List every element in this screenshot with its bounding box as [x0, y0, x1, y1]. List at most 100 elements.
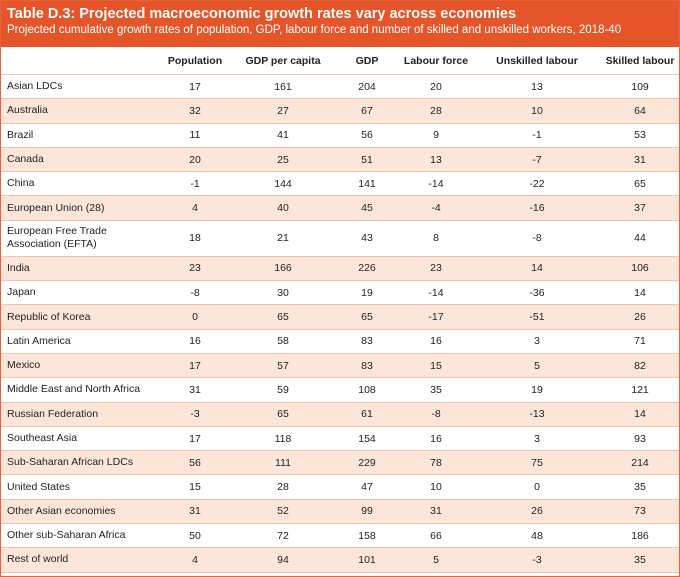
cell: 35 — [601, 547, 679, 573]
cell: -14 — [399, 171, 473, 196]
cell: -22 — [473, 171, 601, 196]
row: Australia 32 27 67 28 10 64 — [1, 98, 679, 124]
cell: 61 — [335, 401, 399, 427]
cell: 35 — [399, 377, 473, 403]
row-label: European Union (28) — [1, 195, 159, 221]
column-header: Skilled labour — [605, 54, 675, 67]
column-header: GDP — [355, 54, 379, 67]
cell: 17 — [159, 352, 231, 378]
cell: 11 — [159, 122, 231, 148]
cell: 9 — [399, 122, 473, 148]
cell: 25 — [231, 146, 335, 172]
cell: 65 — [601, 171, 679, 196]
cell: 21 — [231, 219, 335, 257]
cell: 73 — [601, 498, 679, 524]
cell: -1 — [159, 171, 231, 196]
row-label: Sub-Saharan African LDCs — [1, 450, 159, 475]
row-label: Latin America — [1, 328, 159, 354]
cell: 111 — [231, 450, 335, 475]
row: Republic of Korea 0 65 65 -17 -51 26 — [1, 304, 679, 330]
cell: 56 — [159, 450, 231, 475]
row: Southeast Asia 17 118 154 16 3 93 — [1, 425, 679, 451]
cell: 15 — [399, 352, 473, 378]
cell: 28 — [399, 98, 473, 124]
cell: 67 — [335, 98, 399, 124]
cell: -13 — [473, 401, 601, 427]
cell: 108 — [335, 377, 399, 403]
row: Other Asian economies 31 52 99 31 26 73 — [1, 498, 679, 524]
row-label: Average — [1, 571, 159, 576]
cell: 4 — [159, 547, 231, 573]
cell: 17 — [159, 73, 231, 99]
cell: -16 — [473, 195, 601, 221]
cell: 16 — [399, 328, 473, 354]
row: Sub-Saharan African LDCs 56 111 229 78 75 214 — [1, 450, 679, 475]
cell: 44 — [601, 219, 679, 257]
cell: 45 — [335, 195, 399, 221]
cell: 75 — [473, 450, 601, 475]
cell: 30 — [231, 280, 335, 305]
cell: 37 — [601, 195, 679, 221]
cell: 166 — [231, 255, 335, 281]
cell: 83 — [335, 328, 399, 354]
cell: 0 — [473, 474, 601, 500]
row-label: Australia — [1, 98, 159, 124]
cell: 3 — [473, 328, 601, 354]
row-label: Japan — [1, 280, 159, 305]
cell: 23 — [159, 255, 231, 281]
cell: 158 — [335, 523, 399, 548]
cell: 50 — [159, 523, 231, 548]
cell: 40 — [231, 195, 335, 221]
cell: 14 — [601, 401, 679, 427]
cell: 19 — [335, 280, 399, 305]
subtitle: Projected cumulative growth rates of pop… — [7, 24, 622, 36]
cell: 5 — [473, 352, 601, 378]
header: Table D.3: Projected macroeconomic growt… — [1, 1, 679, 47]
cell: 214 — [601, 450, 679, 475]
row-label: Republic of Korea — [1, 304, 159, 330]
cell: 19 — [473, 377, 601, 403]
row-label: European Free Trade Association (EFTA) — [1, 219, 159, 257]
cell: -36 — [473, 280, 601, 305]
cell: 56 — [335, 122, 399, 148]
row: European Free Trade Association (EFTA) 18… — [1, 219, 679, 257]
cell: 51 — [231, 571, 335, 576]
row-label: Rest of world — [1, 547, 159, 573]
cell: 99 — [335, 498, 399, 524]
cell: 57 — [231, 352, 335, 378]
cell: 27 — [231, 98, 335, 124]
row: China -1 144 141 -14 -22 65 — [1, 171, 679, 196]
cell: 52 — [231, 498, 335, 524]
row: Average19518017871 — [1, 571, 679, 576]
cell: 226 — [335, 255, 399, 281]
cell: 16 — [159, 328, 231, 354]
row: Rest of world 4 94 101 5 -3 35 — [1, 547, 679, 573]
cell: 83 — [335, 352, 399, 378]
column-header: Population — [167, 54, 223, 67]
cell: -3 — [473, 547, 601, 573]
cell: 13 — [399, 146, 473, 172]
cell: -8 — [473, 219, 601, 257]
table: Population GDP per capita GDP Labour force U… — [1, 47, 679, 576]
cell: 35 — [601, 474, 679, 500]
cell: -14 — [399, 280, 473, 305]
cell: -17 — [399, 304, 473, 330]
row: Other sub-Saharan Africa 50 72 158 66 48 186 — [1, 523, 679, 548]
column-header: Unskilled labour — [496, 54, 578, 67]
cell: 72 — [231, 523, 335, 548]
row: Latin America 16 58 83 16 3 71 — [1, 328, 679, 354]
cell: -51 — [473, 304, 601, 330]
cell: 71 — [601, 571, 679, 576]
cell: 31 — [601, 146, 679, 172]
cell: 15 — [159, 474, 231, 500]
cell: 121 — [601, 377, 679, 403]
cell: 31 — [159, 377, 231, 403]
cell: 14 — [473, 255, 601, 281]
cell: 101 — [335, 547, 399, 573]
cell: 10 — [473, 98, 601, 124]
cell: 65 — [231, 304, 335, 330]
cell: 26 — [473, 498, 601, 524]
row: United States 15 28 47 10 0 35 — [1, 474, 679, 500]
row-label: Other sub-Saharan Africa — [1, 523, 159, 548]
cell: 4 — [159, 195, 231, 221]
